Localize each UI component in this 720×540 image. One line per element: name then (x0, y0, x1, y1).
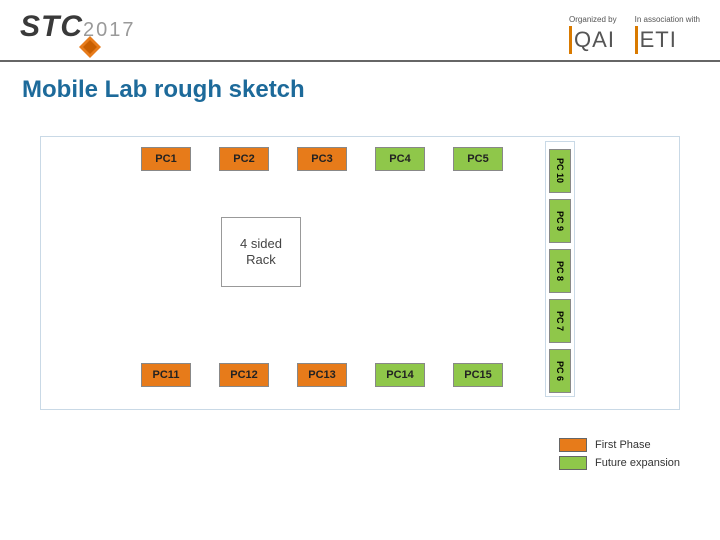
pc-box-pc10: PC 10 (549, 149, 571, 193)
pc-box-pc2: PC2 (219, 147, 269, 171)
association-label: In association with (635, 15, 700, 24)
pc-box-pc14: PC14 (375, 363, 425, 387)
header-right: Organized by QAI In association with ETI (569, 15, 700, 54)
pc-box-pc9: PC 9 (549, 199, 571, 243)
logo-stc: STC 2017 (20, 10, 136, 54)
legend-label: First Phase (595, 439, 651, 451)
pc-box-pc7: PC 7 (549, 299, 571, 343)
pc-box-pc4: PC4 (375, 147, 425, 171)
diagram-outer: PC1 PC2 PC3 PC4 PC5 PC11 PC12 PC13 PC14 PC15 4 sid… (40, 136, 680, 410)
diagram: PC1 PC2 PC3 PC4 PC5 PC11 PC12 PC13 PC14 PC15 4 sid… (40, 136, 680, 410)
pc-box-pc8: PC 8 (549, 249, 571, 293)
page-title: Mobile Lab rough sketch (0, 62, 720, 108)
legend-swatch (559, 438, 587, 452)
pc-box-pc11: PC11 (141, 363, 191, 387)
association-block: In association with ETI (635, 15, 700, 54)
legend-row-first-phase: First Phase (559, 438, 680, 452)
logo-text: STC (20, 10, 83, 44)
organized-by-block: Organized by QAI (569, 15, 617, 54)
legend-swatch (559, 456, 587, 470)
legend: First Phase Future expansion (559, 438, 680, 474)
pc-box-pc6: PC 6 (549, 349, 571, 393)
organized-name: QAI (569, 26, 615, 54)
accent-bar-icon (635, 26, 638, 54)
legend-row-future-expansion: Future expansion (559, 456, 680, 470)
association-name: ETI (635, 26, 677, 54)
pc-box-pc15: PC15 (453, 363, 503, 387)
accent-bar-icon (569, 26, 572, 54)
pc-box-pc1: PC1 (141, 147, 191, 171)
association-text: ETI (640, 27, 677, 53)
header: STC 2017 Organized by QAI In association… (0, 0, 720, 62)
pc-box-pc13: PC13 (297, 363, 347, 387)
center-rack-box: 4 sidedRack (221, 217, 301, 287)
pc-box-pc12: PC12 (219, 363, 269, 387)
legend-label: Future expansion (595, 457, 680, 469)
pc-box-pc3: PC3 (297, 147, 347, 171)
organized-text: QAI (574, 27, 615, 53)
organized-label: Organized by (569, 15, 617, 24)
pc-box-pc5: PC5 (453, 147, 503, 171)
